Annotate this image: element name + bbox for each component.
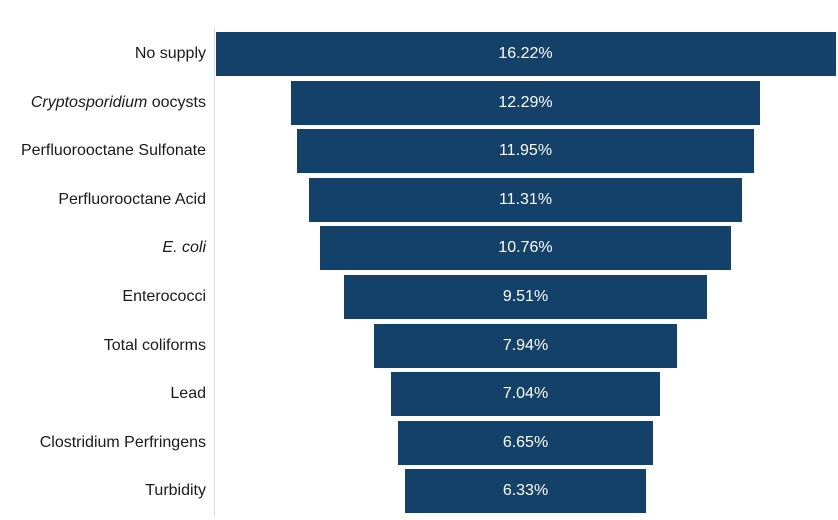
category-tick-label-part: Clostridium Perfringens — [39, 433, 206, 451]
bar — [390, 372, 661, 417]
category-tick-label-part: Perfluorooctane Sulfonate — [20, 142, 206, 160]
data-label: 10.76% — [498, 239, 553, 257]
category-tick-label: No supply — [135, 44, 206, 64]
category-tick-label: Total coliforms — [104, 336, 206, 356]
category-tick-label: Perfluorooctane Acid — [58, 190, 206, 210]
data-label: 6.33% — [502, 482, 549, 500]
category-tick-label: E. coli — [162, 238, 206, 258]
category-tick-label-part: Perfluorooctane Acid — [58, 190, 206, 208]
category-tick-label: Turbidity — [145, 481, 206, 501]
category-tick-label: Clostridium Perfringens — [40, 433, 206, 453]
data-label: 12.29% — [498, 93, 553, 111]
category-tick-label-part: Lead — [170, 385, 206, 403]
data-label: 9.51% — [502, 288, 549, 305]
category-tick-label-part: No supply — [134, 45, 206, 62]
bar — [398, 420, 653, 465]
data-label: 6.65% — [502, 433, 549, 451]
bar — [215, 32, 836, 76]
data-label: 7.94% — [502, 336, 549, 354]
category-tick-label-part: Enterococci — [122, 288, 206, 305]
category-tick-label-part: Turbidity — [145, 482, 206, 500]
bar — [290, 80, 761, 125]
bar — [343, 275, 708, 319]
category-tick-label: Cryptosporidium oocysts — [31, 93, 206, 113]
bar — [319, 226, 732, 271]
bar — [404, 469, 647, 514]
category-tick-label: Lead — [170, 384, 206, 404]
bar — [309, 177, 742, 222]
data-label: 16.22% — [498, 45, 553, 62]
category-tick-label: Perfluorooctane Sulfonate — [21, 141, 206, 161]
category-tick-label: Enterococci — [122, 287, 206, 307]
data-label: 11.95% — [498, 142, 553, 160]
category-tick-label-part: Cryptosporidium — [30, 93, 148, 111]
bar — [297, 129, 754, 174]
bar — [373, 323, 678, 368]
data-label: 7.04% — [502, 385, 549, 403]
data-label: 11.31% — [498, 190, 553, 208]
category-tick-label-part: E. coli — [162, 239, 206, 257]
category-axis-line — [214, 28, 215, 516]
category-tick-label-part: Total coliforms — [103, 336, 206, 354]
category-tick-label-part: oocysts — [147, 93, 206, 111]
